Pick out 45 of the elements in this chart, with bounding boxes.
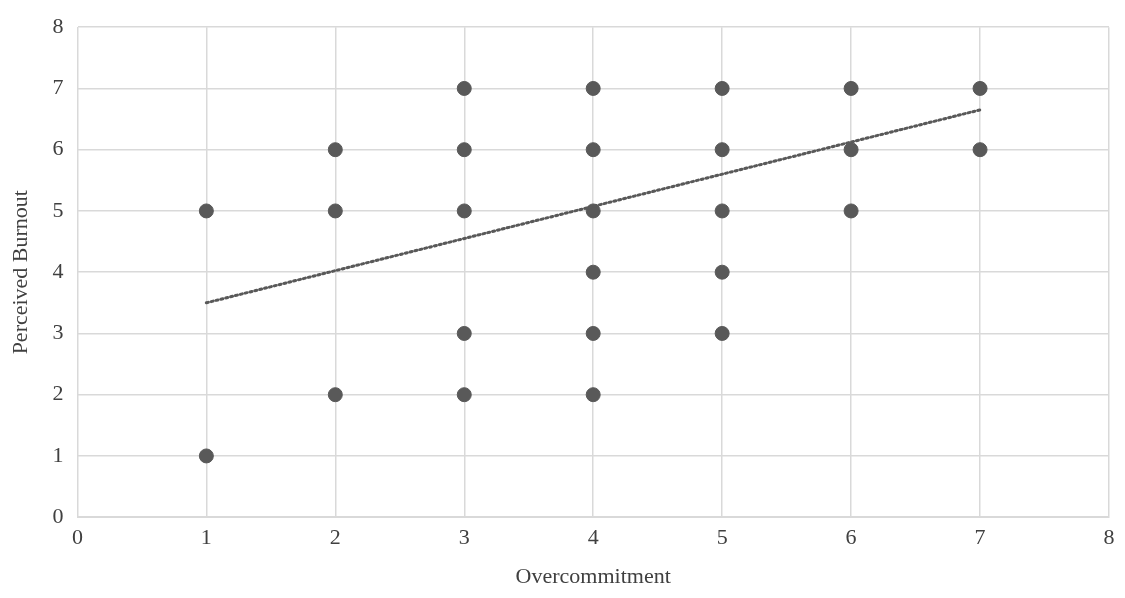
point	[198, 203, 214, 219]
point	[714, 203, 730, 219]
y-tick-label: 5	[52, 196, 64, 222]
y-tick-label: 8	[52, 12, 64, 38]
x-tick-label: 5	[716, 524, 728, 550]
x-axis-title: Overcommitment	[515, 562, 671, 588]
x-tick-label: 0	[71, 524, 83, 550]
point	[327, 203, 343, 219]
y-tick-label: 6	[52, 135, 64, 161]
point	[327, 387, 343, 403]
point	[972, 80, 988, 96]
y-tick-label: 2	[52, 380, 64, 406]
point	[327, 142, 343, 158]
point	[843, 142, 859, 158]
x-tick-label: 3	[458, 524, 470, 550]
point	[456, 80, 472, 96]
point	[456, 203, 472, 219]
point	[585, 325, 601, 341]
point	[198, 448, 214, 464]
y-tick-label: 7	[52, 74, 64, 100]
y-tick-label: 1	[52, 441, 64, 467]
x-tick-label: 6	[845, 524, 857, 550]
point	[714, 264, 730, 280]
x-tick-label: 2	[329, 524, 341, 550]
point	[585, 387, 601, 403]
point	[843, 80, 859, 96]
point	[585, 264, 601, 280]
y-axis-title: Perceived Burnout	[6, 190, 32, 355]
point	[585, 80, 601, 96]
point	[714, 80, 730, 96]
point	[585, 142, 601, 158]
point	[456, 142, 472, 158]
x-tick-label: 7	[974, 524, 986, 550]
x-tick-label: 1	[200, 524, 212, 550]
point	[714, 142, 730, 158]
x-tick-label: 4	[587, 524, 599, 550]
x-tick-label: 8	[1103, 524, 1115, 550]
point	[714, 325, 730, 341]
point	[456, 387, 472, 403]
point	[843, 203, 859, 219]
y-tick-label: 0	[52, 502, 64, 528]
y-tick-label: 3	[52, 319, 64, 345]
point	[972, 142, 988, 158]
y-tick-label: 4	[52, 257, 64, 283]
point	[456, 325, 472, 341]
